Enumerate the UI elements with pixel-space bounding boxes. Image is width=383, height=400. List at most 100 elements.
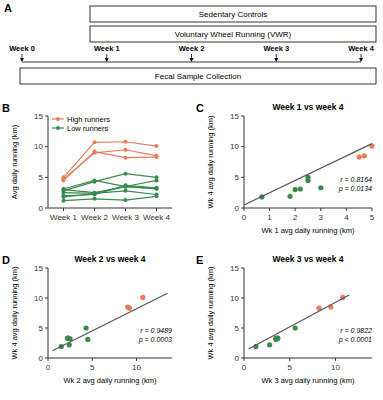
x-tick [125,208,126,211]
scatter-point [273,337,278,342]
scatter-point [65,336,70,341]
arrow-head [190,58,194,62]
y-axis-label: Wk 4 avg daily running (km) [206,266,215,359]
line [64,180,157,189]
x-axis-line [48,358,172,359]
scatter-point [293,187,298,192]
line-point [124,185,128,189]
x-tick-label: 0 [242,213,247,222]
annotation: p < 0.0001 [338,336,372,344]
line-point [93,191,97,195]
line [64,191,157,195]
line [64,180,157,197]
scatter-point [83,325,88,330]
y-tick-label: 10 [230,294,239,303]
x-tick [269,208,270,211]
y-tick [241,177,244,178]
y-tick [241,146,244,147]
y-tick [45,146,48,147]
annotation: p = 0.0003 [138,336,172,344]
x-axis-line [244,208,372,209]
scatter-point [140,295,145,300]
y-tick-label: 0 [39,204,44,213]
line-point [62,187,66,191]
scatter-point [298,186,303,191]
arrow-head [105,58,109,62]
x-tick-label: Week 4 [143,213,171,222]
x-tick [335,358,336,361]
week-label: Week 3 [263,44,289,53]
x-tick-label: 10 [132,363,141,372]
x-tick [156,208,157,211]
arrow-head [359,58,363,62]
line-point [124,198,128,202]
x-axis-line [48,208,172,209]
y-tick [241,116,244,117]
line-point [155,155,159,159]
annotation: r = 0.9822 [340,327,372,334]
legend-entry: High runners [67,115,110,124]
x-tick-label: 10 [331,363,340,372]
scatter-point [127,306,132,311]
line-point [124,156,128,160]
legend-marker [56,126,60,130]
y-tick [45,177,48,178]
line-point [93,197,97,201]
x-axis-label: Wk 2 avg daily running (km) [64,376,157,385]
x-tick-label: 5 [370,213,375,222]
box [20,68,376,84]
line-point [124,148,128,152]
line-point [155,178,159,182]
line-point [155,193,159,197]
box-text: Fecal Sample Collection [155,72,241,81]
legend: High runnersLow runners [52,115,110,133]
y-tick-label: 5 [39,173,44,182]
y-tick [45,268,48,269]
annotation: p = 0.0134 [338,185,372,193]
y-tick [241,328,244,329]
x-tick [346,208,347,211]
box [90,26,376,42]
y-axis-label: Wk 4 avg daily running (km) [206,115,215,208]
title: Week 2 vs week 4 [74,254,145,264]
line-point [124,172,128,176]
y-axis-line [48,116,49,208]
line-point [124,185,128,189]
x-tick [136,358,137,361]
arrow-head [274,58,278,62]
scatter-point [357,154,362,159]
y-tick-label: 15 [230,264,239,273]
scatter-point [66,336,71,341]
y-tick [241,298,244,299]
x-tick-label: 5 [90,363,95,372]
plot-area [249,295,350,349]
y-tick-label: 5 [235,173,240,182]
y-tick-label: 10 [34,294,43,303]
scatter-point [267,342,272,347]
y-tick [45,208,48,209]
panel-label: E [196,254,203,266]
scatter-point [293,325,298,330]
y-tick-label: 15 [34,264,43,273]
x-tick-label: 0 [46,363,51,372]
y-axis-line [244,268,245,358]
line-point [93,150,97,154]
x-tick-label: 3 [319,213,324,222]
line [64,196,157,200]
panel-scatter: 051015012345Wk 1 avg daily running (km)W… [196,102,375,235]
y-tick-label: 0 [235,204,240,213]
y-tick-label: 0 [39,354,44,363]
x-axis-line [244,358,372,359]
panel-diagram: ASedentary ControlsVoluntary Wheel Runni… [4,2,376,84]
x-tick [320,208,321,211]
panel-scatter: 0510150510Wk 3 avg daily running (km)Wk … [196,254,372,385]
arrow-head [20,58,24,62]
line [244,144,372,205]
legend-marker [56,117,60,121]
scatter-point [85,337,90,342]
scatter-point [318,185,323,190]
panel-label: D [2,254,10,266]
x-tick-label: Week 2 [81,213,109,222]
line-point [62,199,66,203]
x-tick-label: 4 [344,213,349,222]
